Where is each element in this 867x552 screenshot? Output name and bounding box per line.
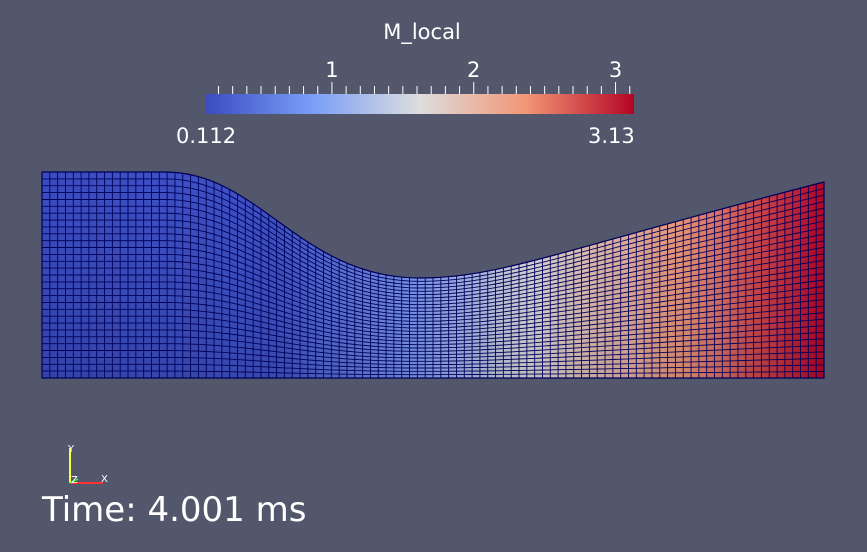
scalar-bar-title: M_local [383,20,461,44]
mesh-grid-line [42,199,824,292]
mesh-grid-line [42,192,824,289]
mesh-grid-line [42,329,824,356]
mesh-grid-line [42,274,824,329]
mesh-grid-line [42,226,824,306]
mesh-grid-line [42,308,824,346]
mesh-surface[interactable] [41,171,825,379]
mesh-grid-line [42,260,824,322]
scalar-bar-gradient[interactable] [206,94,634,114]
mesh-grid-line [42,185,824,286]
mesh-grid-line [42,350,824,366]
mesh-grid-line [42,302,824,342]
mesh-grid-line [42,205,824,296]
scalar-bar-tick-label: 3 [608,58,623,82]
mesh-grid-line [42,178,824,282]
scalar-bar-min-label: 0.112 [176,124,237,148]
y-axis-label: Y [67,444,75,455]
z-axis-line [69,478,79,484]
mesh-grid-line [42,212,824,299]
mesh-grid-line [42,295,824,339]
mesh-grid-line [42,240,824,312]
mesh-grid-line [42,288,824,336]
scalar-bar-tick-label: 2 [467,58,481,82]
mesh-outline [41,171,825,379]
time-annotation: Time: 4.001 ms [42,490,307,530]
mesh-grid-line [42,219,824,302]
mesh-grid-line [42,336,824,359]
mesh-grid-line [42,356,824,369]
mesh-grid-line [42,281,824,332]
mesh-grid-line [42,247,824,316]
mesh-grid-line [42,370,824,376]
orientation-axes[interactable]: Y X Z [67,444,108,486]
mesh-grid-line [42,363,824,372]
mesh-grid-line [42,322,824,352]
scalar-bar-ticks [217,82,631,94]
scalar-bar[interactable] [206,82,634,114]
scalar-bar-tick-label: 1 [325,58,339,82]
mesh-grid-line [42,343,824,362]
mesh-wireframe [42,172,824,378]
scalar-bar-max-label: 3.13 [588,124,635,148]
mesh-grid-line [42,315,824,349]
mesh-grid-line [42,253,824,319]
mesh-grid-line [42,233,824,309]
z-axis-label: Z [71,475,78,486]
mesh-grid-line [42,267,824,326]
x-axis-label: X [101,474,108,485]
